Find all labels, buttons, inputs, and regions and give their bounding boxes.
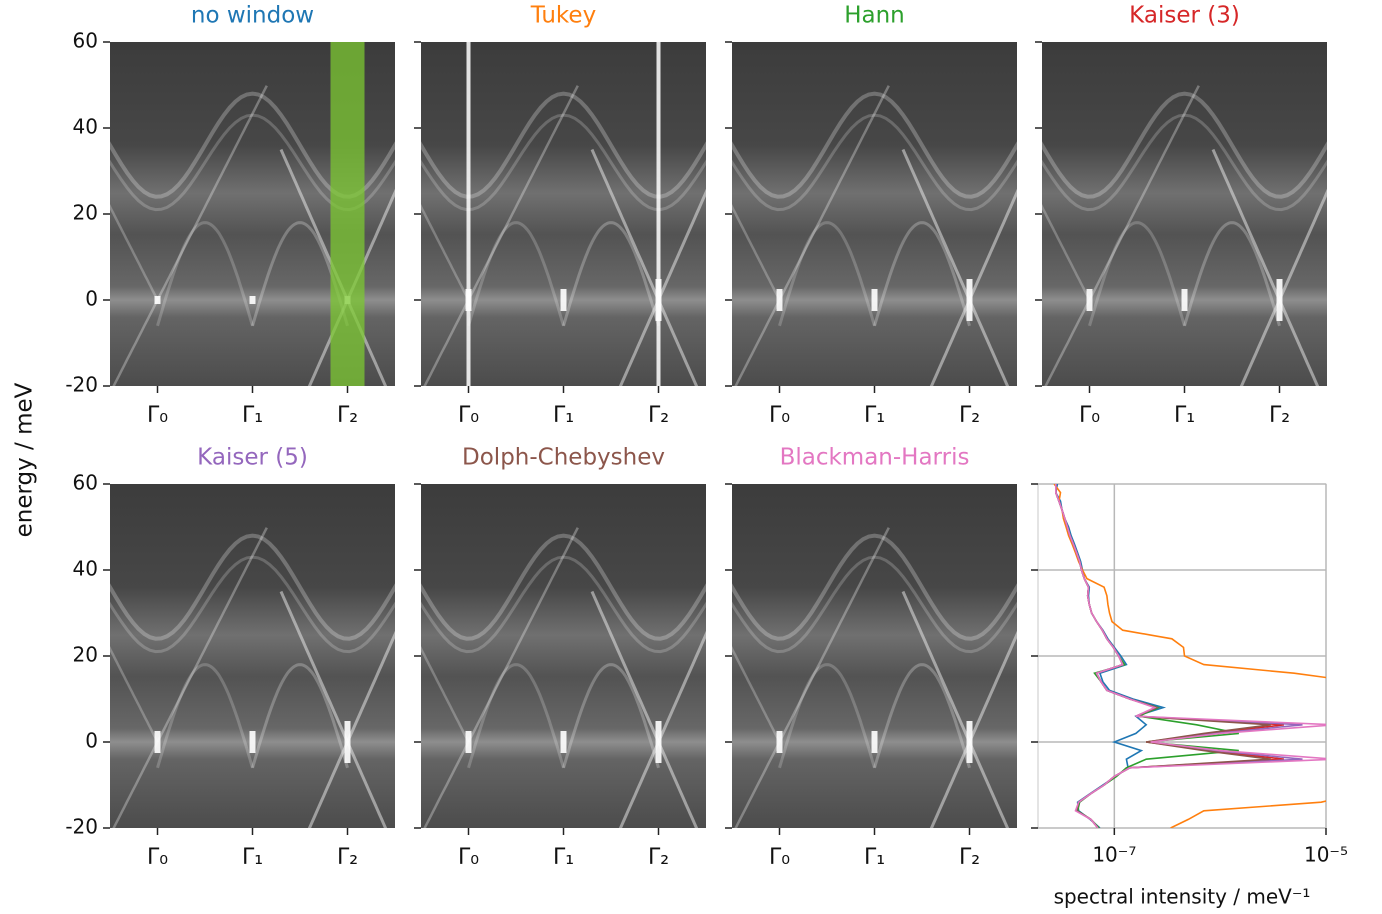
x-tick-label: Γ₂: [1269, 403, 1290, 428]
x-tick-label: Γ₂: [648, 403, 669, 428]
x-tick-label: Γ₁: [242, 403, 263, 428]
bright-spot: [656, 721, 662, 763]
y-tick-label: 20: [73, 201, 98, 225]
y-tick-label: 0: [85, 287, 98, 311]
line-panel: 10⁻⁷ 10⁻⁵ spectral intensity / meV⁻¹: [1031, 484, 1358, 909]
x-tick-label: Γ₁: [242, 845, 263, 870]
panel-title: Blackman-Harris: [780, 445, 970, 471]
highlight: [331, 42, 365, 386]
heatmap-panel: Tukey Γ₀ Γ₁ Γ₂: [393, 3, 735, 451]
heatmap-panel: no window -20 0 20 40 60 Γ₀ Γ₁ Γ₂: [65, 3, 423, 451]
bright-spot: [1087, 289, 1093, 311]
x-tick-label: Γ₀: [458, 403, 479, 428]
bright-spot: [250, 296, 256, 304]
heatmap-panel: Hann Γ₀ Γ₁ Γ₂: [704, 3, 1046, 451]
figure: energy / meV no window-200204060Γ₀Γ₁Γ₂Tu…: [0, 0, 1382, 914]
bright-spot: [967, 721, 973, 763]
x-tick-label: Γ₁: [864, 845, 885, 870]
y-tick-label: 40: [73, 115, 98, 139]
y-tick-label: -20: [65, 815, 98, 839]
y-tick-label: -20: [65, 373, 98, 397]
panel-title: Dolph-Chebyshev: [462, 445, 665, 471]
x-tick-label: Γ₀: [147, 845, 168, 870]
bright-spot: [872, 731, 878, 753]
x-tick-label: 10⁻⁷: [1092, 843, 1136, 867]
x-tick-label: Γ₂: [337, 403, 358, 428]
bright-spot: [1277, 279, 1283, 321]
panel-title: Kaiser (5): [197, 445, 308, 471]
bright-spot: [155, 731, 161, 753]
bright-spot: [777, 289, 783, 311]
bright-spot: [1182, 289, 1188, 311]
panel-title: Hann: [844, 3, 905, 29]
x-tick-label: Γ₁: [553, 845, 574, 870]
x-tick-label: Γ₂: [648, 845, 669, 870]
x-tick-label: Γ₀: [458, 845, 479, 870]
y-tick-label: 60: [73, 471, 98, 495]
bright-spot: [250, 731, 256, 753]
y-tick-label: 40: [73, 557, 98, 581]
bright-spot: [777, 731, 783, 753]
heatmap-panel: Kaiser (3) Γ₀ Γ₁ Γ₂: [1014, 3, 1356, 451]
y-tick-label: 0: [85, 729, 98, 753]
x-tick-label: Γ₁: [864, 403, 885, 428]
x-tick-label: Γ₀: [769, 403, 790, 428]
x-tick-label: Γ₀: [769, 845, 790, 870]
heatmap-panel: Kaiser (5) -20 0 20 40 60 Γ₀ Γ₁ Γ₂: [65, 445, 423, 893]
x-tick-label: Γ₁: [553, 403, 574, 428]
bright-spot: [466, 731, 472, 753]
bright-spot: [345, 721, 351, 763]
y-tick-label: 20: [73, 643, 98, 667]
bright-spot: [561, 289, 567, 311]
panel-title: Tukey: [530, 3, 596, 29]
x-axis-label: spectral intensity / meV⁻¹: [1054, 885, 1311, 909]
page: energy / meV no window-200204060Γ₀Γ₁Γ₂Tu…: [0, 0, 1382, 914]
heatmap-panel: Dolph-Chebyshev Γ₀ Γ₁ Γ₂: [393, 445, 735, 893]
bright-spot: [561, 731, 567, 753]
leakage-stripe: [467, 42, 471, 386]
x-tick-label: Γ₁: [1174, 403, 1195, 428]
y-tick-label: 60: [73, 29, 98, 53]
leakage-stripe: [657, 42, 661, 386]
heatmap-panel: Blackman-Harris Γ₀ Γ₁ Γ₂: [704, 445, 1046, 893]
x-tick-label: 10⁻⁵: [1304, 843, 1348, 867]
x-tick-label: Γ₂: [959, 403, 980, 428]
x-tick-label: Γ₂: [959, 845, 980, 870]
bright-spot: [872, 289, 878, 311]
x-tick-label: Γ₀: [1079, 403, 1100, 428]
panel-title: Kaiser (3): [1129, 3, 1240, 29]
panel-title: no window: [191, 3, 314, 29]
bright-spot: [155, 296, 161, 304]
y-axis-label: energy / meV: [12, 382, 38, 537]
x-tick-label: Γ₀: [147, 403, 168, 428]
bright-spot: [967, 279, 973, 321]
x-tick-label: Γ₂: [337, 845, 358, 870]
